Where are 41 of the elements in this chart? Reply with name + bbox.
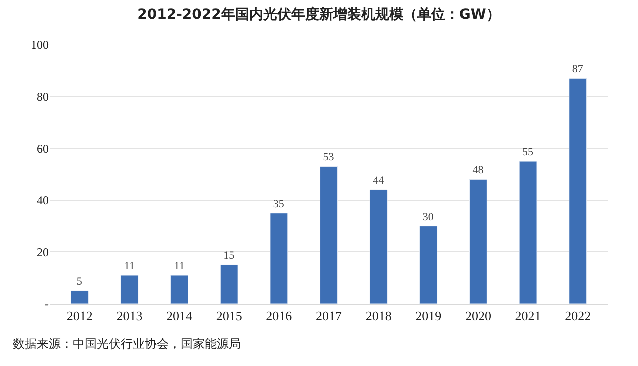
bar [320, 166, 338, 304]
data-label: 35 [273, 198, 285, 210]
y-tick-label: 40 [37, 194, 49, 208]
x-tick-label: 2015 [216, 308, 242, 324]
x-tick-label: 2019 [416, 308, 442, 324]
x-tick-label: 2016 [266, 308, 293, 324]
x-tick-label: 2020 [465, 308, 492, 324]
bar [470, 179, 488, 304]
x-tick-label: 2013 [116, 308, 143, 324]
data-label: 15 [224, 250, 236, 262]
bar [220, 264, 238, 304]
data-label: 11 [124, 260, 136, 273]
x-tick-label: 2014 [166, 308, 194, 324]
y-tick-label: 100 [31, 38, 49, 52]
y-tick-label: - [45, 297, 49, 312]
x-tick-label: 2018 [366, 308, 392, 324]
bar [170, 275, 188, 304]
data-label: 48 [472, 164, 484, 177]
data-label: 55 [522, 146, 534, 159]
bar [519, 161, 538, 304]
chart-title: 2012-2022年国内光伏年度新增装机规模（单位：GW） [138, 6, 500, 23]
y-tick-label: 60 [37, 142, 49, 156]
x-tick-label: 2017 [316, 308, 342, 324]
data-label: 53 [323, 152, 335, 164]
data-label: 30 [422, 211, 434, 224]
y-tick-label: 80 [37, 90, 49, 104]
bar [569, 78, 588, 304]
bar [370, 190, 388, 304]
bar [120, 275, 139, 304]
bar [70, 290, 89, 304]
bar [270, 213, 288, 304]
data-label: 87 [572, 64, 584, 76]
bar [420, 226, 438, 304]
data-label: 11 [174, 260, 185, 273]
data-label: 5 [76, 276, 83, 288]
data-label: 44 [373, 175, 385, 188]
source-note: 数据来源：中国光伏行业协会，国家能源局 [13, 337, 241, 351]
x-tick-label: 2021 [515, 308, 542, 324]
x-tick-label: 2022 [565, 308, 592, 324]
y-tick-label: 20 [37, 245, 49, 260]
x-tick-label: 2012 [66, 308, 93, 324]
